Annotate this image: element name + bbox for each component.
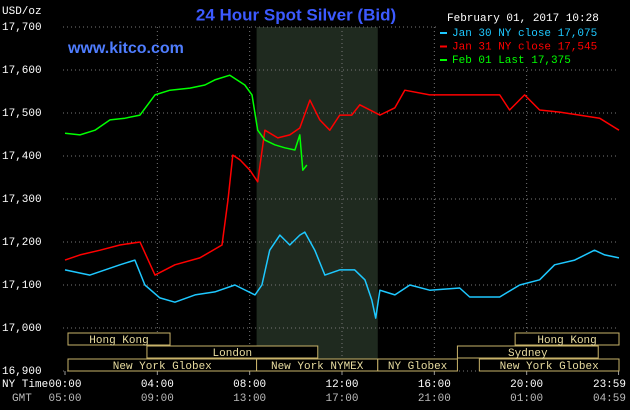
unit-label: USD/oz <box>2 6 42 18</box>
gmt-tick-label: 04:59 <box>593 393 626 405</box>
x-tick-label: 04:00 <box>141 379 174 391</box>
session-label: Sydney <box>508 348 548 360</box>
shade-layer <box>256 27 378 371</box>
x-tick-label: 12:00 <box>325 379 358 391</box>
price-line <box>64 231 620 319</box>
site-label: www.kitco.com <box>67 40 184 57</box>
x-tick-label: 23:59 <box>593 379 626 391</box>
gmt-tick-label: 13:00 <box>233 393 266 405</box>
session-box <box>377 358 458 372</box>
session-label: London <box>213 348 253 360</box>
gmt-tick-label: 17:00 <box>325 393 358 405</box>
shaded-region <box>256 27 378 371</box>
gmt-tick-label: 05:00 <box>48 393 81 405</box>
legend-box <box>436 26 626 66</box>
timestamp: February 01, 2017 10:28 <box>447 13 599 25</box>
x-tick-label: 16:00 <box>418 379 451 391</box>
gmt-label: GMT <box>12 393 32 405</box>
y-tick-label: 17,100 <box>2 280 42 292</box>
y-tick-label: 17,700 <box>2 22 42 34</box>
session-label: Hong Kong <box>89 335 148 347</box>
session-label: New York Globex <box>113 361 212 373</box>
session-box <box>67 332 171 346</box>
session-label: New York Globex <box>500 361 599 373</box>
chart-title: 24 Hour Spot Silver (Bid) <box>196 5 396 24</box>
text-layer: USD/oz 24 Hour Spot Silver (Bid) www.kit… <box>2 5 626 405</box>
price-line <box>64 74 308 171</box>
y-tick-label: 17,000 <box>2 323 42 335</box>
y-tick-label: 17,400 <box>2 151 42 163</box>
session-label: New York NYMEX <box>271 361 364 373</box>
session-box <box>514 332 620 346</box>
y-tick-label: 17,300 <box>2 194 42 206</box>
price-line <box>64 89 620 276</box>
legend-label: Jan 30 NY close 17,075 <box>452 28 597 40</box>
session-label: NY Globex <box>388 361 448 373</box>
gmt-tick-label: 21:00 <box>418 393 451 405</box>
gmt-tick-label: 09:00 <box>141 393 174 405</box>
x-tick-label: 08:00 <box>233 379 266 391</box>
lines-layer <box>64 74 620 319</box>
session-box <box>146 345 319 359</box>
x-tick-label: 20:00 <box>510 379 543 391</box>
legend-label: Feb 01 Last 17,375 <box>452 55 571 67</box>
ny-time-label: NY Time <box>2 379 48 391</box>
x-tick-label: 00:00 <box>48 379 81 391</box>
gmt-tick-label: 01:00 <box>510 393 543 405</box>
session-box <box>478 358 620 372</box>
y-tick-label: 16,900 <box>2 366 42 378</box>
session-box <box>456 345 599 359</box>
y-tick-label: 17,500 <box>2 108 42 120</box>
session-label: Hong Kong <box>537 335 596 347</box>
legend-label: Jan 31 NY close 17,545 <box>452 41 597 53</box>
y-tick-label: 17,600 <box>2 65 42 77</box>
y-tick-label: 17,200 <box>2 237 42 249</box>
